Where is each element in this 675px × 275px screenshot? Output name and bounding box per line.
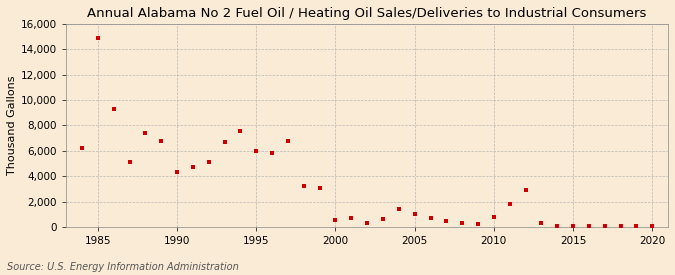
Point (647, 224, 657, 229)
Point (615, 224, 626, 229)
Point (551, 224, 562, 228)
Point (251, 149, 262, 154)
Point (109, 107, 119, 111)
Point (315, 186, 325, 191)
Point (409, 212, 420, 216)
Point (330, 218, 341, 222)
Point (520, 188, 531, 192)
Point (203, 160, 214, 164)
Point (92, 36, 103, 40)
Point (77, 146, 88, 150)
Point (599, 224, 610, 229)
Point (441, 218, 452, 223)
Point (362, 221, 373, 226)
Point (235, 128, 246, 133)
Point (171, 170, 182, 175)
Point (631, 224, 642, 229)
Point (377, 217, 388, 222)
Point (425, 216, 436, 220)
Point (140, 131, 151, 135)
Point (124, 160, 135, 164)
Point (267, 151, 277, 156)
Point (568, 224, 578, 228)
Point (346, 216, 356, 220)
Point (489, 215, 500, 219)
Point (583, 224, 594, 228)
Point (156, 139, 167, 143)
Point (283, 139, 294, 143)
Point (394, 207, 404, 211)
Point (219, 140, 230, 144)
Point (298, 184, 309, 189)
Title: Annual Alabama No 2 Fuel Oil / Heating Oil Sales/Deliveries to Industrial Consum: Annual Alabama No 2 Fuel Oil / Heating O… (88, 7, 647, 20)
Point (457, 221, 468, 226)
Text: Source: U.S. Energy Information Administration: Source: U.S. Energy Information Administ… (7, 262, 238, 272)
Y-axis label: Thousand Gallons: Thousand Gallons (7, 76, 17, 175)
Point (188, 165, 198, 170)
Point (472, 222, 483, 227)
Point (536, 221, 547, 226)
Point (504, 201, 515, 206)
